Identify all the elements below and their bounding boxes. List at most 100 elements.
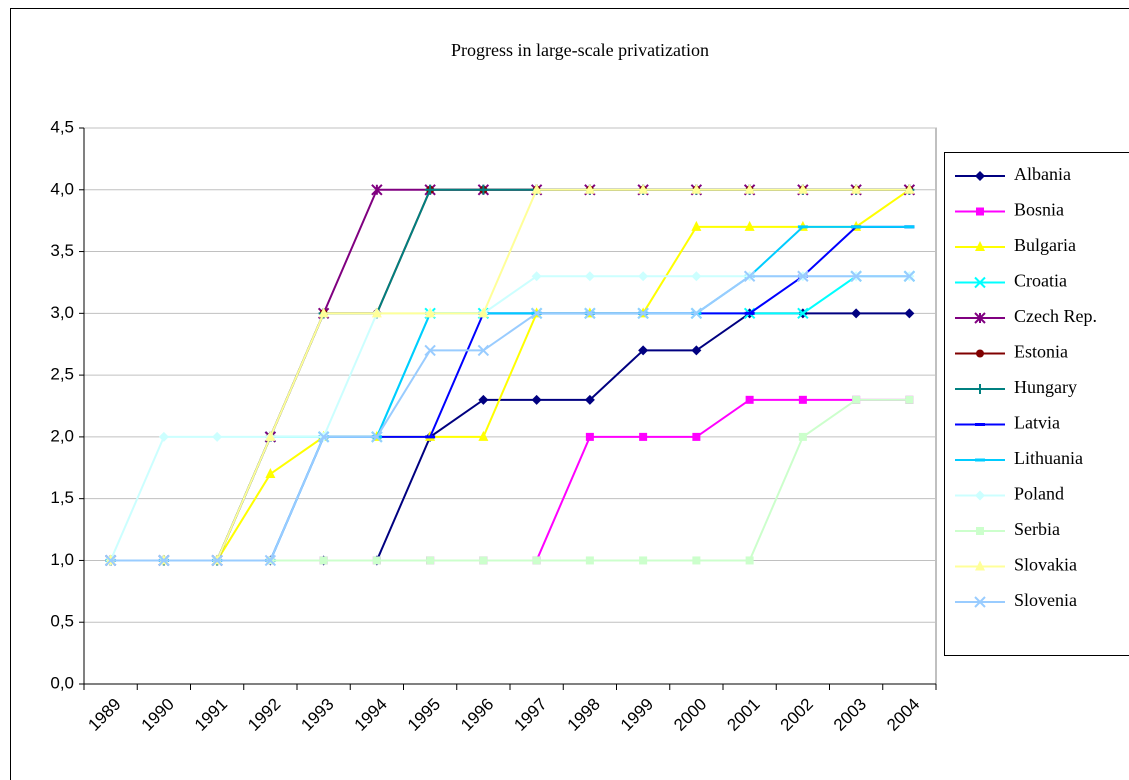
marker [584,183,595,194]
marker [975,458,985,462]
marker [212,431,223,442]
marker [584,307,596,320]
marker [976,527,984,535]
marker [317,431,330,443]
marker [371,307,382,318]
marker [975,241,985,251]
y-tick-label: 2,0 [50,426,74,445]
marker [974,596,986,608]
legend-label: Poland [1014,484,1064,504]
legend-label: Lithuania [1014,448,1083,468]
marker [851,308,862,319]
legend-label: Albania [1014,164,1071,184]
marker [425,184,436,195]
y-tick-label: 3,0 [50,303,74,322]
marker [104,554,117,567]
y-tick-label: 4,5 [50,117,74,136]
marker [265,430,276,441]
marker [637,307,649,320]
marker [905,395,914,404]
marker [479,556,488,565]
marker [531,394,542,405]
marker [976,349,984,358]
marker [211,554,223,567]
marker [976,207,984,216]
legend-label: Bulgaria [1014,235,1076,255]
marker [319,556,328,565]
marker [745,556,754,565]
marker [425,435,436,439]
marker [904,308,915,319]
marker [371,184,383,196]
marker [798,432,807,441]
marker [745,395,754,404]
marker [478,184,489,195]
marker [371,431,383,443]
marker [974,276,986,289]
y-tick-label: 3,5 [50,241,74,260]
marker [744,311,755,315]
y-tick-label: 1,0 [50,550,74,569]
marker [975,423,985,426]
marker [975,171,985,181]
marker [691,220,702,231]
marker [264,554,277,567]
marker [743,270,756,282]
legend-label: Estonia [1014,342,1068,362]
marker [426,556,435,565]
marker [158,554,170,567]
y-tick-label: 1,5 [50,488,74,507]
marker [852,395,861,404]
marker [532,556,541,565]
marker [477,344,490,357]
marker [851,183,862,194]
chart-border [10,8,1129,780]
marker [424,344,436,357]
marker [798,395,807,404]
marker [638,345,649,356]
marker [638,183,649,194]
marker [372,556,381,565]
marker [797,183,808,194]
marker [691,271,702,282]
marker [690,307,703,320]
marker [797,270,809,282]
legend-label: Latvia [1014,413,1060,433]
marker [851,225,862,229]
marker [530,307,543,320]
marker [638,271,649,282]
legend-label: Croatia [1014,271,1067,291]
marker [318,307,329,318]
legend-label: Czech Rep. [1014,306,1097,326]
y-tick-label: 0,5 [50,612,74,631]
legend-label: Hungary [1014,377,1077,397]
marker [584,271,595,282]
marker [584,394,595,405]
legend-label: Slovakia [1014,555,1077,575]
marker [904,225,915,229]
y-tick-label: 2,5 [50,365,74,384]
marker [585,556,594,565]
marker [691,345,702,356]
series-line [110,188,910,562]
legend-label: Slovenia [1014,590,1077,610]
marker [692,432,701,441]
marker [797,225,808,229]
marker [265,467,276,478]
marker [639,556,648,565]
legend-label: Serbia [1014,519,1060,539]
marker [850,270,862,282]
marker [531,271,542,282]
marker [478,430,489,441]
marker [478,307,489,318]
marker [975,384,985,394]
y-tick-label: 0,0 [50,673,74,692]
marker [425,307,436,318]
marker [478,394,489,405]
chart-title: Progress in large-scale privatization [451,40,709,60]
marker [692,556,701,565]
legend-label: Bosnia [1014,200,1064,220]
marker [158,431,169,442]
marker [975,560,985,571]
